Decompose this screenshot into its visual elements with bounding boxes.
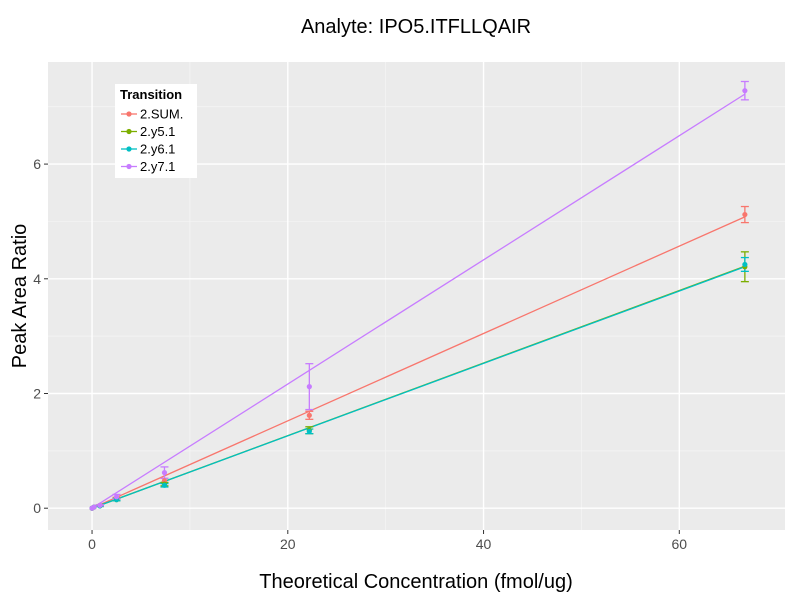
legend-item: 2.y7.1 bbox=[121, 159, 175, 174]
y-tick-label: 4 bbox=[33, 271, 41, 287]
legend-label: 2.SUM. bbox=[140, 107, 183, 122]
y-tick-label: 2 bbox=[33, 386, 41, 402]
y-tick-label: 6 bbox=[33, 156, 41, 172]
legend-key-point bbox=[126, 128, 132, 135]
chart-title: Analyte: IPO5.ITFLLQAIR bbox=[301, 16, 531, 38]
y-axis-title: Peak Area Ratio bbox=[9, 224, 31, 369]
data-point bbox=[742, 261, 748, 268]
data-point bbox=[161, 470, 168, 476]
legend-label: 2.y5.1 bbox=[140, 124, 175, 139]
legend-key-point bbox=[126, 163, 132, 170]
legend-item: 2.y6.1 bbox=[121, 142, 175, 157]
x-axis-title: Theoretical Concentration (fmol/ug) bbox=[259, 571, 572, 593]
legend-label: 2.y7.1 bbox=[140, 159, 175, 174]
legend-key-point bbox=[126, 146, 132, 152]
legend-items: 2.SUM. 2.y5.1 2.y6.1 2.y7.1 bbox=[121, 107, 183, 174]
fit-line bbox=[91, 216, 746, 509]
legend-key-point bbox=[126, 111, 132, 117]
x-tick-label: 60 bbox=[672, 536, 688, 552]
data-point bbox=[161, 482, 168, 488]
fit-lines bbox=[91, 93, 746, 509]
data-point bbox=[742, 211, 748, 218]
legend-label: 2.y6.1 bbox=[140, 142, 175, 157]
data-point bbox=[306, 384, 312, 390]
fit-line bbox=[91, 93, 746, 509]
grid-lines bbox=[48, 62, 785, 530]
legend: Transition 2.SUM. 2.y5.1 2.y6.1 2.y7.1 bbox=[115, 84, 197, 178]
y-tick-label: 0 bbox=[33, 500, 41, 516]
legend-title: Transition bbox=[120, 87, 182, 102]
data-point bbox=[97, 502, 103, 508]
data-point bbox=[742, 88, 748, 94]
x-tick-label: 0 bbox=[88, 536, 96, 552]
x-axis-ticks: 0 20 40 60 bbox=[88, 530, 687, 552]
x-tick-label: 20 bbox=[280, 536, 296, 552]
legend-item: 2.SUM. bbox=[121, 107, 183, 122]
x-tick-label: 40 bbox=[476, 536, 492, 552]
fit-line bbox=[91, 266, 746, 509]
y-axis-ticks: 0 2 4 6 bbox=[33, 156, 48, 516]
data-point bbox=[306, 412, 312, 418]
data-point bbox=[113, 494, 120, 500]
data-point bbox=[306, 428, 312, 434]
data-point bbox=[91, 504, 97, 510]
data-points bbox=[89, 88, 748, 511]
legend-item: 2.y5.1 bbox=[121, 124, 175, 139]
